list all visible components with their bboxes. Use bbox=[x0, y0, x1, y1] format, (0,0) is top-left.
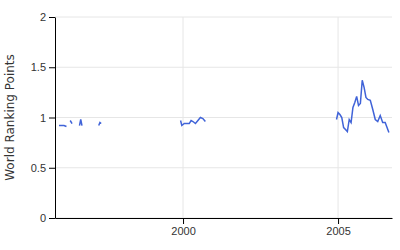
y-tick-label: 2 bbox=[40, 11, 46, 23]
x-tick-label: 2000 bbox=[171, 225, 195, 237]
y-tick: 0 bbox=[40, 212, 55, 224]
grid-line-y bbox=[55, 67, 392, 68]
y-tick-mark bbox=[49, 17, 55, 18]
data-line bbox=[59, 80, 389, 132]
x-tick-mark bbox=[183, 218, 184, 224]
y-tick: 2 bbox=[40, 11, 55, 23]
y-tick: 0.5 bbox=[31, 162, 55, 174]
y-axis: 0 0.5 1 1.5 2 bbox=[31, 11, 56, 224]
x-tick: 2005 bbox=[326, 218, 350, 237]
y-axis-title: World Ranking Points bbox=[3, 54, 17, 181]
y-tick-label: 1.5 bbox=[31, 61, 46, 73]
y-tick: 1 bbox=[40, 112, 55, 124]
y-tick: 1.5 bbox=[31, 61, 55, 73]
chart: 2000 2005 0 0.5 1 1.5 2 World Ranking Points bbox=[0, 0, 400, 250]
grid-line-y bbox=[55, 218, 392, 219]
x-tick: 2000 bbox=[171, 218, 195, 237]
y-tick-label: 0.5 bbox=[31, 162, 46, 174]
y-tick-mark bbox=[49, 218, 55, 219]
grid-line-y bbox=[55, 167, 392, 168]
grid-line-y bbox=[55, 17, 392, 18]
x-axis-line bbox=[56, 218, 393, 219]
series bbox=[59, 80, 389, 132]
x-axis: 2000 2005 bbox=[56, 218, 393, 237]
x-tick-mark bbox=[338, 218, 339, 224]
y-tick-mark bbox=[49, 67, 55, 68]
x-tick-label: 2005 bbox=[326, 225, 350, 237]
y-tick-label: 1 bbox=[40, 112, 46, 124]
y-axis-line bbox=[55, 18, 56, 219]
y-tick-mark bbox=[49, 118, 55, 119]
y-tick-mark bbox=[49, 168, 55, 169]
grid bbox=[55, 17, 392, 218]
plot: 2000 2005 0 0.5 1 1.5 2 bbox=[31, 11, 393, 237]
y-tick-label: 0 bbox=[40, 212, 46, 224]
